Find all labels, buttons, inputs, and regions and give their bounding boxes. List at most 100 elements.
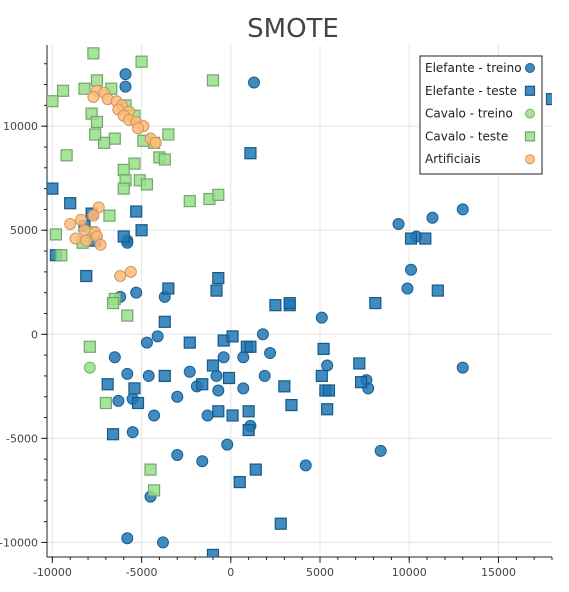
point-elefante-treino[interactable]: [264, 347, 277, 360]
point-elefante-treino[interactable]: [130, 286, 143, 299]
point-cavalo-teste[interactable]: [108, 132, 121, 145]
point-elefante-teste[interactable]: [226, 330, 239, 343]
point-artificiais[interactable]: [92, 201, 105, 214]
point-elefante-treino[interactable]: [392, 217, 405, 230]
point-elefante-teste[interactable]: [285, 398, 298, 412]
point-elefante-teste[interactable]: [369, 296, 382, 310]
legend-marker[interactable]: [524, 85, 536, 96]
point-cavalo-teste[interactable]: [183, 194, 196, 208]
point-elefante-teste[interactable]: [117, 230, 130, 243]
point-elefante-treino[interactable]: [299, 459, 312, 472]
point-artificiais[interactable]: [132, 122, 145, 135]
point-elefante-teste[interactable]: [269, 299, 282, 312]
point-elefante-treino[interactable]: [456, 361, 469, 374]
point-elefante-treino[interactable]: [126, 426, 139, 439]
point-elefante-treino[interactable]: [196, 455, 209, 468]
point-cavalo-treino[interactable]: [83, 361, 96, 374]
point-elefante-teste[interactable]: [158, 315, 171, 328]
point-cavalo-teste[interactable]: [212, 188, 225, 201]
point-cavalo-teste[interactable]: [140, 178, 154, 191]
point-elefante-teste[interactable]: [322, 384, 336, 397]
point-cavalo-teste[interactable]: [99, 396, 112, 410]
point-cavalo-teste[interactable]: [90, 115, 104, 129]
point-elefante-treino[interactable]: [221, 438, 234, 451]
point-artificiais[interactable]: [87, 209, 100, 222]
point-artificiais[interactable]: [74, 213, 87, 226]
point-cavalo-teste[interactable]: [206, 74, 220, 87]
point-elefante-teste[interactable]: [212, 272, 225, 285]
point-elefante-teste[interactable]: [242, 423, 255, 437]
point-artificiais[interactable]: [149, 136, 162, 149]
point-elefante-teste[interactable]: [274, 517, 287, 530]
point-elefante-teste[interactable]: [222, 371, 236, 385]
point-cavalo-teste[interactable]: [162, 128, 175, 141]
point-elefante-teste[interactable]: [131, 396, 145, 410]
point-cavalo-teste[interactable]: [106, 296, 120, 310]
point-elefante-treino[interactable]: [156, 536, 169, 549]
point-artificiais[interactable]: [87, 91, 100, 104]
point-cavalo-teste[interactable]: [89, 128, 102, 141]
point-elefante-treino[interactable]: [374, 444, 387, 457]
point-elefante-treino[interactable]: [171, 449, 184, 462]
point-elefante-teste[interactable]: [233, 475, 246, 489]
point-elefante-teste[interactable]: [64, 197, 77, 210]
point-artificiais[interactable]: [69, 232, 82, 245]
point-elefante-teste[interactable]: [135, 224, 148, 237]
point-cavalo-teste[interactable]: [60, 149, 73, 162]
point-elefante-treino[interactable]: [212, 384, 225, 397]
point-elefante-treino[interactable]: [108, 351, 121, 364]
point-cavalo-teste[interactable]: [55, 249, 68, 262]
data-points[interactable]: [47, 47, 558, 561]
point-elefante-teste[interactable]: [545, 93, 558, 106]
point-elefante-teste[interactable]: [206, 548, 220, 560]
point-elefante-treino[interactable]: [426, 211, 439, 224]
point-elefante-treino[interactable]: [119, 80, 132, 93]
point-elefante-treino[interactable]: [217, 351, 230, 364]
point-artificiais[interactable]: [124, 265, 137, 278]
point-elefante-teste[interactable]: [431, 284, 444, 297]
point-cavalo-teste[interactable]: [56, 84, 70, 97]
point-elefante-treino[interactable]: [148, 409, 161, 422]
point-elefante-treino[interactable]: [247, 76, 260, 89]
point-cavalo-teste[interactable]: [117, 163, 130, 176]
point-elefante-teste[interactable]: [101, 378, 114, 391]
point-elefante-teste[interactable]: [244, 147, 257, 160]
point-elefante-teste[interactable]: [210, 284, 223, 297]
point-elefante-teste[interactable]: [244, 340, 257, 353]
point-cavalo-teste[interactable]: [98, 136, 111, 149]
point-elefante-teste[interactable]: [283, 296, 296, 310]
point-elefante-treino[interactable]: [140, 336, 153, 349]
point-artificiais[interactable]: [94, 238, 107, 251]
point-elefante-treino[interactable]: [121, 367, 134, 380]
point-elefante-teste[interactable]: [321, 403, 334, 416]
point-elefante-teste[interactable]: [419, 232, 432, 245]
point-cavalo-teste[interactable]: [128, 157, 141, 170]
point-cavalo-teste[interactable]: [83, 340, 96, 353]
point-elefante-teste[interactable]: [47, 182, 59, 195]
point-elefante-treino[interactable]: [256, 328, 269, 341]
point-elefante-treino[interactable]: [321, 359, 334, 372]
point-elefante-teste[interactable]: [158, 369, 171, 383]
point-elefante-treino[interactable]: [456, 203, 469, 216]
point-elefante-treino[interactable]: [201, 409, 214, 422]
point-elefante-teste[interactable]: [404, 232, 418, 245]
legend-marker[interactable]: [525, 63, 535, 73]
point-elefante-treino[interactable]: [119, 68, 132, 81]
point-elefante-teste[interactable]: [206, 359, 220, 372]
point-cavalo-teste[interactable]: [144, 463, 157, 476]
point-elefante-teste[interactable]: [130, 205, 143, 218]
point-elefante-teste[interactable]: [353, 357, 366, 370]
point-cavalo-teste[interactable]: [49, 228, 63, 241]
point-elefante-teste[interactable]: [249, 463, 262, 476]
point-elefante-teste[interactable]: [80, 269, 93, 283]
point-cavalo-teste[interactable]: [103, 209, 116, 222]
point-elefante-treino[interactable]: [237, 382, 250, 395]
point-elefante-teste[interactable]: [354, 376, 368, 389]
point-cavalo-teste[interactable]: [135, 55, 148, 68]
point-elefante-treino[interactable]: [112, 394, 125, 407]
point-cavalo-teste[interactable]: [87, 47, 100, 60]
point-elefante-teste[interactable]: [278, 380, 291, 393]
point-elefante-treino[interactable]: [171, 390, 184, 403]
point-cavalo-teste[interactable]: [47, 95, 59, 108]
point-cavalo-teste[interactable]: [78, 82, 91, 95]
